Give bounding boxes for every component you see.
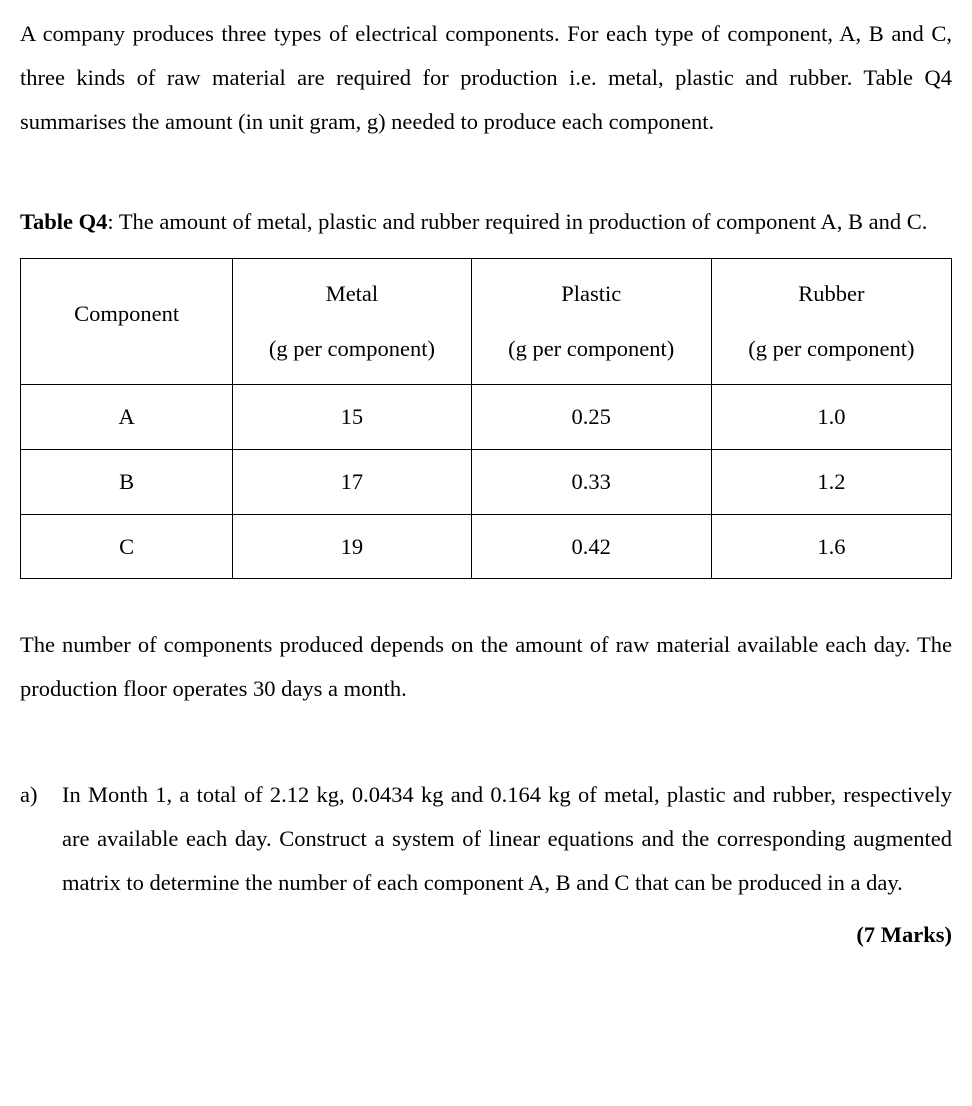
table-header-row: Component Metal (g per component) Plasti… (21, 258, 952, 384)
col-header-rubber-title: Rubber (798, 281, 864, 306)
cell-metal: 19 (233, 514, 471, 579)
col-header-plastic-title: Plastic (561, 281, 621, 306)
table-caption-label: Table Q4 (20, 209, 107, 234)
col-header-plastic-sub: (g per component) (478, 328, 705, 370)
col-header-plastic: Plastic (g per component) (471, 258, 711, 384)
cell-plastic: 0.42 (471, 514, 711, 579)
table-caption-sep: : (107, 209, 118, 234)
cell-plastic: 0.33 (471, 449, 711, 514)
col-header-component-title: Component (74, 301, 179, 326)
col-header-metal-title: Metal (326, 281, 378, 306)
cell-component: C (21, 514, 233, 579)
post-table-paragraph: The number of components produced depend… (20, 623, 952, 711)
cell-component: B (21, 449, 233, 514)
table-row: B 17 0.33 1.2 (21, 449, 952, 514)
table-row: C 19 0.42 1.6 (21, 514, 952, 579)
col-header-metal-sub: (g per component) (239, 328, 464, 370)
table-row: A 15 0.25 1.0 (21, 384, 952, 449)
col-header-component: Component (21, 258, 233, 384)
cell-rubber: 1.2 (711, 449, 951, 514)
materials-table: Component Metal (g per component) Plasti… (20, 258, 952, 580)
intro-paragraph: A company produces three types of electr… (20, 12, 952, 144)
question-a-marks: (7 Marks) (62, 913, 952, 957)
cell-plastic: 0.25 (471, 384, 711, 449)
question-a-block: a) In Month 1, a total of 2.12 kg, 0.043… (20, 773, 952, 957)
cell-metal: 15 (233, 384, 471, 449)
cell-rubber: 1.0 (711, 384, 951, 449)
cell-component: A (21, 384, 233, 449)
table-caption: Table Q4: The amount of metal, plastic a… (20, 200, 952, 244)
col-header-rubber-sub: (g per component) (718, 328, 945, 370)
cell-metal: 17 (233, 449, 471, 514)
col-header-metal: Metal (g per component) (233, 258, 471, 384)
question-a-marker: a) (20, 773, 62, 817)
table-caption-text: The amount of metal, plastic and rubber … (119, 209, 928, 234)
col-header-rubber: Rubber (g per component) (711, 258, 951, 384)
cell-rubber: 1.6 (711, 514, 951, 579)
question-a-text: In Month 1, a total of 2.12 kg, 0.0434 k… (62, 773, 952, 905)
